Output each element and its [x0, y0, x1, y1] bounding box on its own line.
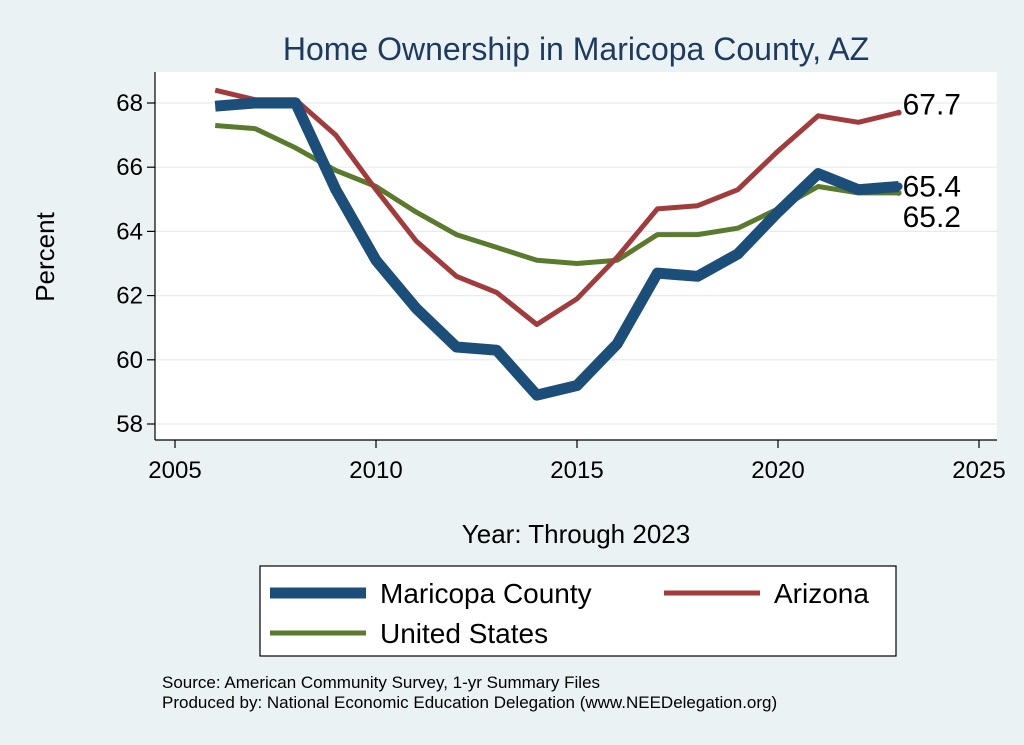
producer-line: Produced by: National Economic Education…	[162, 693, 777, 712]
x-tick-label-2005: 2005	[148, 457, 201, 484]
x-tick-label-2020: 2020	[751, 457, 804, 484]
y-tick-label-68: 68	[116, 90, 143, 117]
y-axis-title: Percent	[30, 211, 60, 301]
grid-lines	[155, 102, 997, 425]
y-tick-label-66: 66	[116, 154, 143, 181]
end-label-arizona: 67.7	[903, 89, 961, 122]
legend-label-united-states: United States	[380, 618, 548, 649]
end-point-maricopa-county	[894, 182, 903, 191]
series-lines	[214, 87, 903, 401]
legend-box	[259, 565, 897, 657]
end-label-maricopa-county: 65.4	[903, 170, 961, 203]
axes: 58 60 62 64 66 68 2005 2010 2015 2020 2025	[116, 72, 1006, 484]
chart-title: Home Ownership in Maricopa County, AZ	[283, 31, 869, 67]
end-label-united-states: 65.2	[903, 201, 961, 234]
series-line-arizona	[214, 87, 900, 327]
series-line-maricopa-county	[214, 97, 900, 401]
y-tick-label-64: 64	[116, 218, 143, 245]
legend-label-maricopa-county: Maricopa County	[380, 578, 592, 609]
legend-label-arizona: Arizona	[774, 578, 869, 609]
x-tick-label-2015: 2015	[550, 457, 603, 484]
x-axis-title: Year: Through 2023	[462, 519, 690, 549]
end-labels: 65.4 67.7 65.2	[903, 89, 961, 234]
y-tick-label-60: 60	[116, 347, 143, 374]
y-tick-label-62: 62	[116, 283, 143, 310]
end-point-arizona	[895, 109, 902, 116]
x-tick-label-2025: 2025	[952, 457, 1005, 484]
source-line: Source: American Community Survey, 1-yr …	[162, 673, 600, 692]
legend: Maricopa County Arizona United States	[259, 565, 897, 657]
y-tick-label-58: 58	[116, 411, 143, 438]
x-tick-label-2010: 2010	[349, 457, 402, 484]
